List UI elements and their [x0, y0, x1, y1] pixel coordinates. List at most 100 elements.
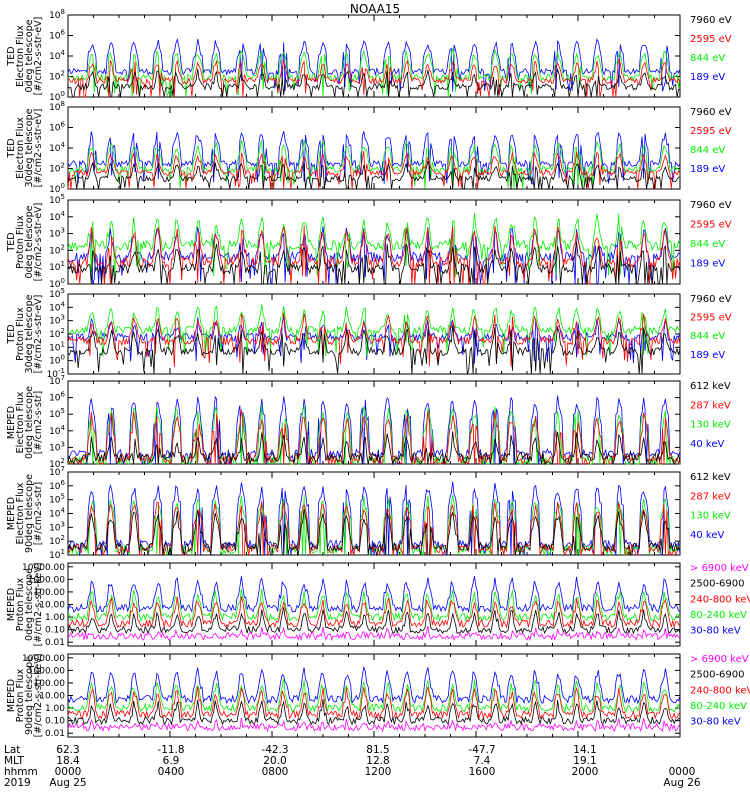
footer-hhmm: 2000 — [571, 766, 599, 778]
legend-entry: 189 eV — [690, 350, 725, 361]
legend-entry: 844 eV — [690, 145, 725, 156]
legend-entry: 844 eV — [690, 331, 725, 342]
legend-entry: 2595 eV — [690, 126, 732, 137]
y-tick-label: 103 — [49, 227, 65, 240]
data-series — [67, 607, 681, 635]
y-tick-label: 106 — [49, 29, 65, 42]
data-series — [67, 150, 681, 190]
y-axis-label: Electron Flux — [15, 482, 26, 544]
y-tick-label: 102 — [49, 534, 65, 547]
data-series — [67, 494, 681, 557]
legend-entry: 189 eV — [690, 164, 725, 175]
data-series — [67, 131, 681, 185]
footer-hhmm: 1200 — [364, 766, 392, 778]
data-series — [67, 38, 681, 92]
y-tick-label: 102 — [49, 162, 65, 175]
y-tick-label: 100 — [49, 277, 65, 290]
y-tick-label: 104 — [49, 141, 65, 154]
data-series — [68, 395, 681, 465]
y-axis-label: Electron Flux — [15, 391, 26, 453]
data-series — [67, 699, 681, 726]
data-series — [67, 226, 681, 286]
y-tick-label: 10.00 — [39, 692, 65, 702]
data-series — [67, 304, 681, 357]
footer-hhmm: 0800 — [261, 766, 289, 778]
legend-entry: 7960 eV — [690, 15, 732, 26]
footer-date: Aug 25 — [49, 777, 87, 789]
y-tick-label: 104 — [49, 424, 65, 437]
data-series — [67, 596, 681, 629]
footer-mlt: 20.0 — [263, 755, 287, 767]
legend-entry: 287 keV — [690, 400, 731, 411]
y-tick-label: 103 — [49, 440, 65, 453]
data-series — [67, 481, 681, 556]
y-axis-label: MEPED — [6, 588, 17, 621]
data-series — [67, 58, 681, 98]
footer-lat: -11.8 — [157, 744, 185, 756]
y-axis-label: MEPED — [6, 497, 17, 530]
y-axis-label: Electron Flux — [15, 117, 26, 179]
y-axis-label: 0deg telescope — [24, 568, 35, 641]
y-axis-label: MEPED — [6, 679, 17, 712]
legend-entry: 844 eV — [690, 239, 725, 250]
y-axis-label: Proton Flux — [15, 577, 26, 631]
legend-entry: 2595 eV — [690, 220, 732, 231]
y-tick-label: 103 — [49, 520, 65, 533]
data-series — [67, 508, 681, 557]
legend-entry: > 6900 keV — [690, 563, 749, 574]
chart-title: NOAA15 — [349, 2, 401, 16]
data-series — [67, 241, 681, 285]
y-tick-label: 105 — [49, 193, 65, 206]
y-axis-label: [#/cm2-s-str-eV] — [33, 17, 44, 96]
y-axis-label: TED — [6, 46, 17, 66]
legend-entry: 189 eV — [690, 72, 725, 83]
footer-hhmm: 1600 — [468, 766, 496, 778]
legend-entry: 612 keV — [690, 381, 731, 392]
footer-mlt: 19.1 — [573, 755, 597, 767]
legend-entry: 80-240 keV — [690, 701, 747, 712]
footer-label-lat: Lat — [4, 744, 21, 756]
footer-column: 81.5 12.8 1200 — [348, 745, 408, 789]
footer-hhmm: 0000 — [54, 766, 82, 778]
footer-lat: 14.1 — [573, 744, 597, 756]
footer-mlt: 18.4 — [56, 755, 80, 767]
data-series — [67, 224, 681, 285]
data-series — [67, 665, 681, 705]
legend-entry: 80-240 keV — [690, 610, 747, 621]
y-tick-label: 104 — [49, 300, 65, 313]
y-tick-label: 102 — [49, 243, 65, 256]
data-series — [67, 576, 680, 614]
y-tick-label: 100.00 — [34, 588, 66, 598]
y-tick-label: 0.10 — [45, 717, 65, 727]
y-axis-label: 0deg telescope — [24, 19, 35, 92]
y-tick-label: 100 — [49, 354, 65, 367]
y-axis-label: [#/cm2-s-str] — [33, 482, 44, 545]
y-tick-label: 101 — [49, 340, 65, 353]
y-tick-label: 105 — [49, 493, 65, 506]
y-tick-label: 100.00 — [34, 679, 66, 689]
legend-entry: 40 keV — [690, 530, 724, 541]
y-axis-label: [#/cm2-s-str-keV] — [33, 563, 44, 647]
legend-entry: > 6900 keV — [690, 654, 749, 665]
data-series — [67, 213, 681, 278]
legend-entry: 2500-6900 — [690, 579, 745, 590]
legend-entry: 2595 eV — [690, 34, 732, 45]
data-series — [67, 686, 681, 720]
footer-date — [141, 778, 201, 789]
y-tick-label: 10.00 — [39, 601, 65, 611]
data-series — [67, 404, 680, 466]
data-series — [67, 312, 681, 368]
data-series — [67, 717, 681, 733]
y-axis-label: [#/cm2-s-str-eV] — [33, 295, 44, 374]
y-tick-label: 104 — [49, 507, 65, 520]
y-axis-label: Proton Flux — [15, 307, 26, 361]
y-tick-label: 10000.00 — [22, 654, 65, 664]
y-tick-label: 106 — [49, 479, 65, 492]
data-series — [67, 626, 681, 642]
y-tick-label: 0.01 — [45, 638, 65, 648]
y-tick-label: 0.01 — [45, 729, 65, 739]
